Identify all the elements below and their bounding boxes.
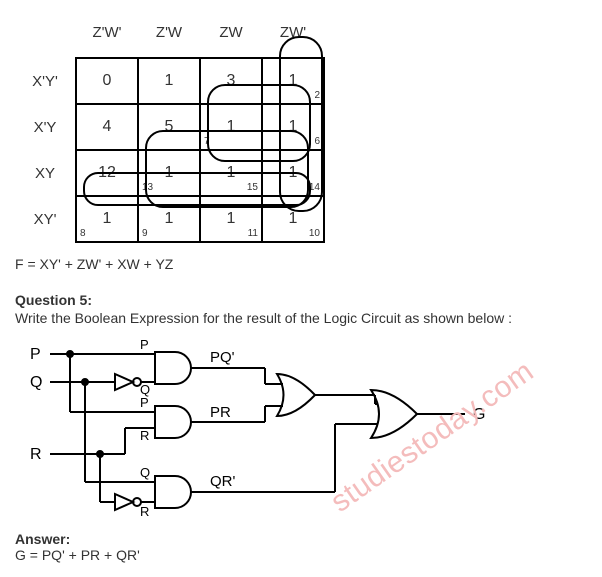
answer-text: G = PQ' + PR + QR': [15, 547, 587, 563]
gate1-out: PQ': [210, 349, 235, 366]
cell-0: 0: [76, 58, 138, 104]
col-header-2: ZW: [200, 10, 262, 58]
cell-4: 4: [76, 104, 138, 150]
kmap-table: Z'W' Z'W ZW ZW' X'Y' 0 1 3 12 X'Y 4 5 71…: [15, 10, 325, 243]
cell-15: 115: [200, 150, 262, 196]
cell-1: 1: [138, 58, 200, 104]
row-header-2: XY: [15, 150, 76, 196]
output-g: G: [473, 406, 485, 423]
cell-14: 114: [262, 150, 324, 196]
cell-11: 111: [200, 196, 262, 242]
svg-text:P: P: [140, 395, 149, 410]
cell-6: 16: [262, 104, 324, 150]
col-header-1: Z'W: [138, 10, 200, 58]
cell-12: 12: [76, 150, 138, 196]
question-text: Write the Boolean Expression for the res…: [15, 310, 587, 326]
cell-13: 131: [138, 150, 200, 196]
answer-label: Answer:: [15, 531, 587, 547]
cell-2: 12: [262, 58, 324, 104]
cell-9: 19: [138, 196, 200, 242]
kmap-result: F = XY' + ZW' + XW + YZ: [15, 256, 587, 272]
question-label: Question 5:: [15, 292, 587, 308]
col-header-0: Z'W': [76, 10, 138, 58]
svg-text:R: R: [140, 504, 149, 519]
cell-10: 110: [262, 196, 324, 242]
input-q: Q: [30, 374, 42, 391]
row-header-0: X'Y': [15, 58, 76, 104]
cell-8: 81: [76, 196, 138, 242]
row-header-3: XY': [15, 196, 76, 242]
input-r: R: [30, 446, 42, 463]
input-p: P: [30, 346, 41, 363]
gate2-out: PR: [210, 404, 231, 421]
cell-3: 3: [200, 58, 262, 104]
col-header-3: ZW': [262, 10, 324, 58]
svg-text:R: R: [140, 428, 149, 443]
svg-text:P: P: [140, 337, 149, 352]
cell-7: 71: [200, 104, 262, 150]
cell-5: 5: [138, 104, 200, 150]
svg-text:Q: Q: [140, 465, 150, 480]
row-header-1: X'Y: [15, 104, 76, 150]
logic-circuit: P Q R P Q P R Q R PQ' PR QR' G: [15, 334, 575, 524]
gate3-out: QR': [210, 473, 236, 490]
